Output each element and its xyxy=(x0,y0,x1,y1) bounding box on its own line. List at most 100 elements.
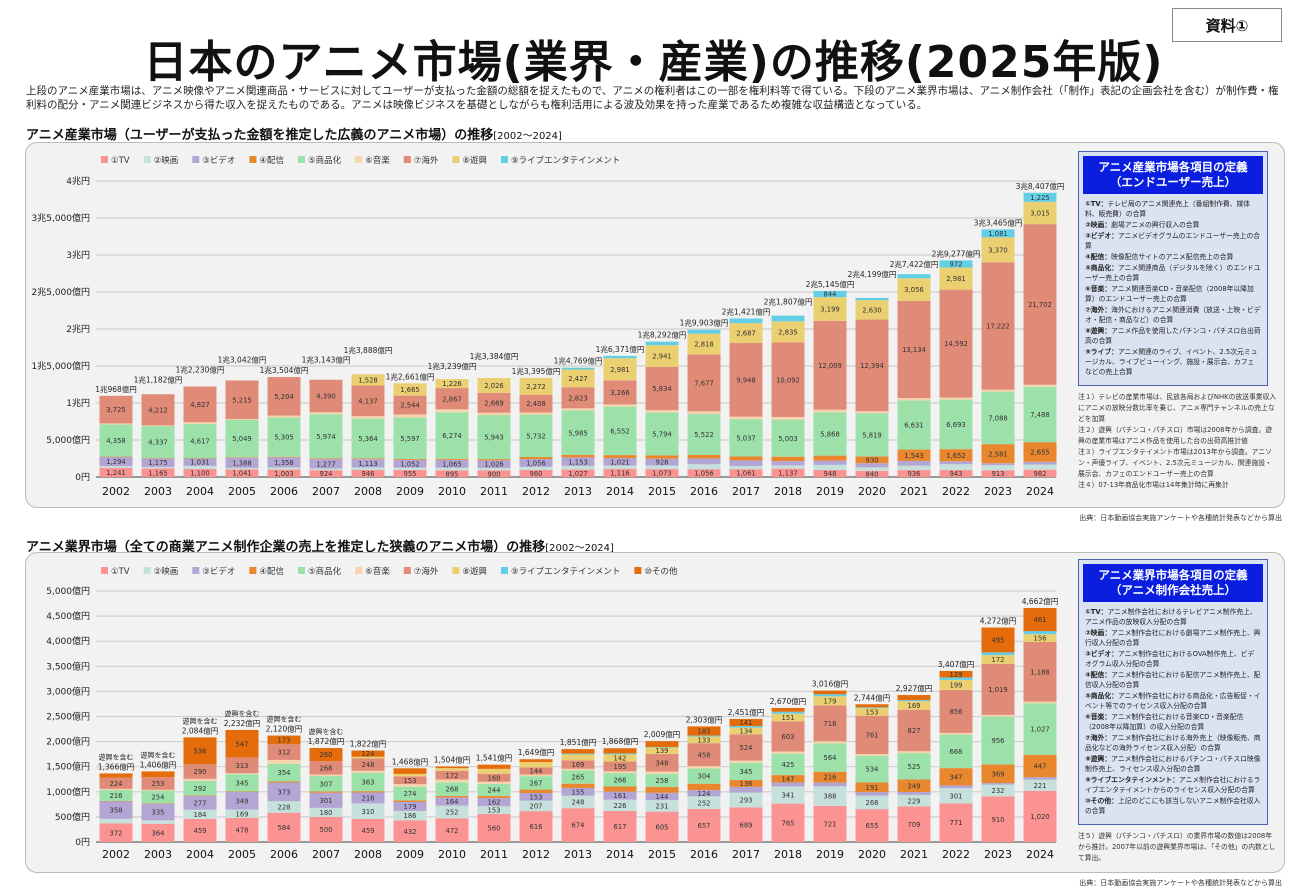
annotation-label: 遊興を含む xyxy=(183,716,218,725)
segment-value-label: 6,274 xyxy=(442,432,461,440)
bar-segment-遊興 xyxy=(981,237,1015,263)
x-tick-label: 2016 xyxy=(690,485,718,498)
annotation-label: 遊興を含む xyxy=(225,709,260,718)
segment-value-label: 124 xyxy=(362,750,375,758)
bar-segment-配信 xyxy=(519,789,553,794)
legend-swatch xyxy=(249,567,257,574)
legend-label: ②映画 xyxy=(154,566,179,577)
bar-segment-音楽 xyxy=(99,423,133,425)
segment-value-label: 5,597 xyxy=(400,435,419,443)
segment-value-label: 2,581 xyxy=(988,450,1007,458)
segment-value-label: 12,394 xyxy=(860,362,884,370)
bar-segment-配信 xyxy=(393,458,427,460)
bar-segment-その他 xyxy=(225,729,259,758)
bar-segment-音楽 xyxy=(267,415,301,418)
segment-value-label: 3,266 xyxy=(610,389,629,397)
bar-segment-その他 xyxy=(771,707,805,712)
bar-segment-映画 xyxy=(561,465,595,470)
segment-value-label: 2,272 xyxy=(526,383,545,391)
segment-value-label: 141 xyxy=(740,719,753,727)
segment-value-label: 1,061 xyxy=(736,470,755,478)
business-range: [2002～2024] xyxy=(545,543,614,554)
legend-swatch xyxy=(249,156,257,163)
bar-segment-ビデオ xyxy=(183,458,217,466)
definition-term: ⑨ライブ： xyxy=(1085,348,1118,356)
segment-value-label: 910 xyxy=(992,816,1005,824)
bar-segment-配信 xyxy=(687,783,721,791)
segment-value-label: 224 xyxy=(110,780,123,788)
bar-segment-映画 xyxy=(645,800,679,812)
segment-value-label: 216 xyxy=(110,792,123,800)
segment-value-label: 547 xyxy=(236,740,249,748)
segment-value-label: 524 xyxy=(740,744,753,752)
definition-item: ③ビデオ：アニメ制作会社におけるOVA制作売上、ビデオグラム収入分配の合算 xyxy=(1085,649,1261,669)
bar-segment-海外 xyxy=(393,776,427,785)
bar-segment-商品化 xyxy=(267,417,301,457)
bar-segment-ライブ xyxy=(771,315,805,322)
bar-segment-海外 xyxy=(141,394,175,426)
segment-value-label: 946 xyxy=(362,470,375,478)
bar-segment-音楽 xyxy=(393,784,427,787)
segment-value-label: 3,370 xyxy=(988,246,1007,254)
business-title-text: アニメ業界市場（全ての商業アニメ制作企業の売上を推定した狭義のアニメ市場）の推移 xyxy=(26,540,546,555)
bar-segment-音楽 xyxy=(309,774,343,777)
bar-segment-ライブ xyxy=(645,746,679,748)
bar-segment-遊興 xyxy=(435,379,469,389)
bar-segment-映画 xyxy=(771,465,805,469)
segment-value-label: 689 xyxy=(740,821,753,829)
segment-value-label: 5,522 xyxy=(694,431,713,439)
segment-value-label: 2,655 xyxy=(1030,449,1049,457)
bar-segment-音楽 xyxy=(645,771,679,774)
bar-segment-音楽 xyxy=(687,766,721,769)
segment-value-label: 179 xyxy=(824,697,837,705)
segment-value-label: 495 xyxy=(992,637,1005,645)
bar-segment-海外 xyxy=(351,385,385,417)
y-tick-label: 3,000億円 xyxy=(46,685,90,697)
bar-segment-その他 xyxy=(813,690,847,695)
bar-segment-配信 xyxy=(141,458,175,459)
segment-value-label: 1,652 xyxy=(946,452,965,460)
segment-value-label: 221 xyxy=(1034,782,1047,790)
bar-total-label: 4,662億円 xyxy=(1022,596,1058,606)
bar-segment-TV xyxy=(813,805,847,842)
bar-segment-配信 xyxy=(771,456,805,462)
segment-value-label: 160 xyxy=(488,774,501,782)
bar-segment-配信 xyxy=(981,764,1015,784)
bar-segment-TV xyxy=(225,818,259,842)
bar-segment-海外 xyxy=(351,758,385,771)
segment-value-label: 827 xyxy=(908,727,921,735)
bar-segment-遊興 xyxy=(897,278,931,301)
bar-segment-商品化 xyxy=(141,426,175,459)
definition-desc: アニメビデオグラムのエンドユーザー売上の合算 xyxy=(1085,232,1261,250)
definition-desc: テレビ局のアニメ関連売上（番組制作費、媒体料、販売費）の合算 xyxy=(1085,200,1251,218)
bar-segment-ライブ xyxy=(561,753,595,755)
bar-segment-配信 xyxy=(603,455,637,459)
segment-value-label: 129 xyxy=(950,671,963,679)
bar-segment-遊興 xyxy=(771,713,805,722)
bar-segment-配信 xyxy=(183,795,217,797)
bar-segment-TV xyxy=(183,818,217,842)
bar-total-label: 1兆1,182億円 xyxy=(134,374,183,384)
bar-segment-TV xyxy=(897,470,931,477)
bar-segment-その他 xyxy=(141,771,175,778)
y-tick-label: 1,500億円 xyxy=(46,761,90,773)
bar-segment-遊興 xyxy=(519,762,553,768)
bar-segment-音楽 xyxy=(855,753,889,756)
document-badge: 資料① xyxy=(1172,8,1282,42)
bar-segment-海外 xyxy=(225,757,259,774)
bar-segment-ビデオ xyxy=(141,803,175,821)
note-item: 注１）テレビの産業市場は、民放各局およびNHKの放送事業収入にアニメの放映分数比… xyxy=(1078,393,1277,423)
bar-segment-TV xyxy=(729,469,763,477)
bar-segment-ビデオ xyxy=(1023,777,1057,780)
segment-value-label: 364 xyxy=(152,829,165,837)
segment-value-label: 1,065 xyxy=(442,460,461,468)
bar-segment-TV xyxy=(393,469,427,477)
segment-value-label: 2,669 xyxy=(484,399,503,407)
industry-definition-list: ①TV：テレビ局のアニメ関連売上（番組制作費、媒体料、販売費）の合算 ②映画：劇場… xyxy=(1083,194,1263,381)
segment-value-label: 144 xyxy=(656,793,669,801)
segment-value-label: 252 xyxy=(446,809,459,817)
bar-segment-商品化 xyxy=(729,762,763,781)
bar-segment-ビデオ xyxy=(435,797,469,806)
bar-total-label: 2,670億円 xyxy=(770,696,806,706)
legend-label: ⑨ライブエンタテインメント xyxy=(511,566,620,577)
